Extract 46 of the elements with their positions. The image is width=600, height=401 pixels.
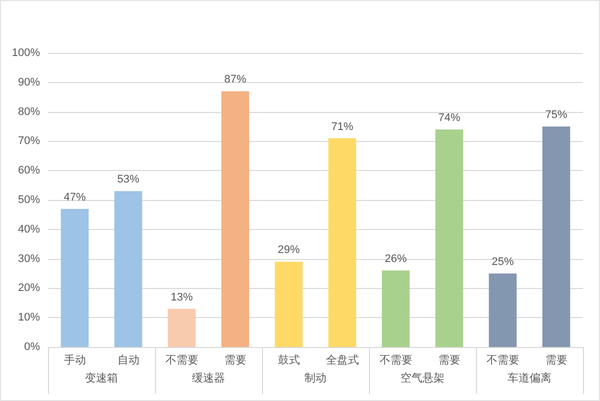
- x-tick-label: 需要: [224, 354, 246, 366]
- data-label: 29%: [278, 244, 300, 256]
- bar: [488, 274, 517, 347]
- y-tick-label: 30%: [18, 252, 40, 265]
- x-tick-label: 手动: [64, 354, 86, 366]
- data-label: 53%: [117, 174, 140, 186]
- y-tick-label: 20%: [18, 282, 40, 294]
- x-tick-label: 不需要: [379, 354, 412, 366]
- y-tick-label: 10%: [18, 312, 40, 324]
- data-label: 75%: [545, 109, 568, 121]
- y-tick-label: 40%: [18, 223, 40, 236]
- data-label: 13%: [170, 291, 193, 304]
- y-tick-label: 50%: [18, 194, 40, 206]
- bar: [328, 138, 356, 347]
- x-tick-label: 需要: [545, 354, 568, 366]
- bar: [542, 126, 570, 347]
- y-tick-label: 0%: [24, 341, 40, 353]
- text: 制动: [304, 372, 326, 384]
- x-tick-label: 自动: [117, 354, 140, 366]
- data-label: 87%: [224, 74, 246, 86]
- x-tick-label: 全盘式: [326, 354, 359, 366]
- text: 缓速器: [192, 372, 225, 384]
- y-tick-label: 90%: [18, 76, 40, 88]
- y-tick-label: 60%: [18, 164, 40, 177]
- text: 空气悬架: [400, 372, 444, 384]
- x-tick-label: 鼓式: [278, 354, 300, 366]
- data-label: 26%: [384, 253, 407, 266]
- y-tick-label: 70%: [18, 135, 40, 148]
- x-tick-label: 不需要: [165, 354, 198, 366]
- y-tick-label: 100%: [12, 47, 40, 59]
- data-label: 74%: [438, 112, 460, 124]
- text: 变速箱: [85, 372, 118, 384]
- bar: [60, 208, 89, 347]
- bar: [435, 129, 464, 347]
- bar: [382, 270, 410, 347]
- bar: [221, 91, 250, 347]
- bar: [168, 308, 196, 347]
- y-tick-label: 80%: [18, 106, 40, 118]
- data-label: 47%: [64, 191, 86, 204]
- bar: [274, 262, 303, 347]
- text: 车道偏离: [508, 372, 552, 384]
- data-label: 71%: [331, 120, 354, 133]
- x-tick-label: 需要: [438, 354, 460, 366]
- bar: [114, 191, 142, 347]
- data-label: 25%: [492, 256, 514, 268]
- x-tick-label: 不需要: [486, 354, 520, 366]
